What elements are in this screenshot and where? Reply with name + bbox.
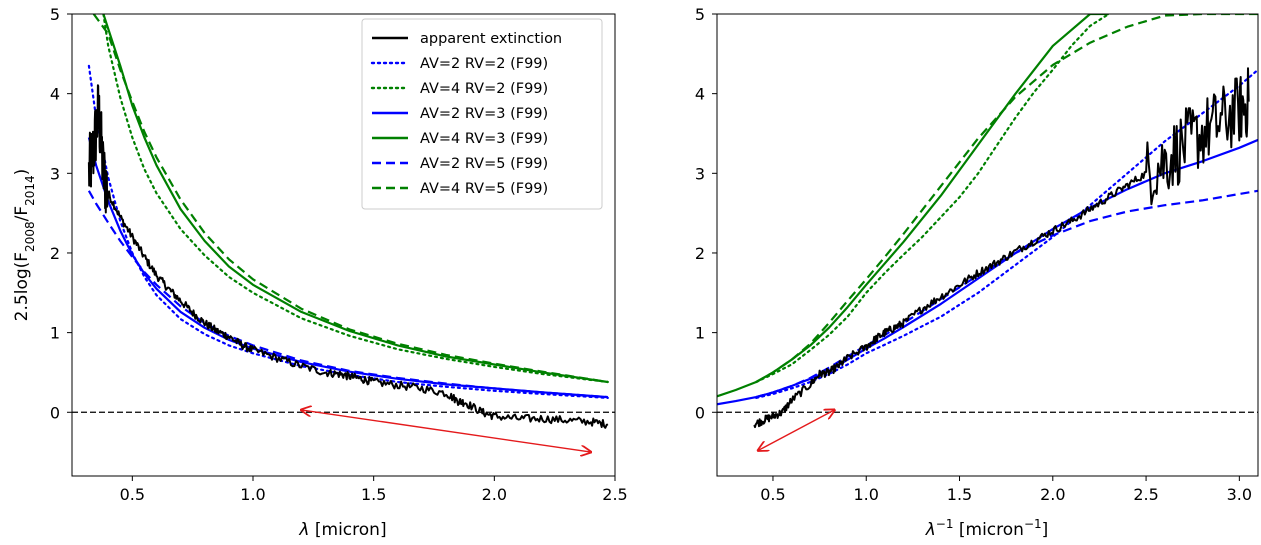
right-x-tick-label: 1.0 [854, 485, 879, 504]
left-x-tick-label: 0.5 [120, 485, 145, 504]
right-x-tick-label: 2.0 [1040, 485, 1065, 504]
legend-label: AV=2 RV=5 (F99) [420, 156, 548, 172]
right-arrow [758, 410, 834, 451]
right-y-tick-label: 0 [695, 403, 705, 422]
right-x-axis-close: ] [1042, 520, 1049, 540]
right-ticks-layer: 0.5 1.0 1.5 2.0 2.5 3.0 0 1 2 3 4 5 [695, 5, 1252, 504]
left-y-tick-label: 3 [50, 164, 60, 183]
left-y-tick-label: 1 [50, 324, 60, 343]
right-x-axis-lambda: λ [925, 520, 936, 540]
left-series-av-4-rv-5-f99 [92, 14, 608, 384]
right-arrow-layer [758, 410, 834, 451]
left-series-av-4-rv-2-f99 [102, 14, 609, 384]
y-axis-title-post: ) [12, 169, 32, 176]
right-x-axis-unit-exp: −1 [1024, 517, 1042, 531]
left-y-tick-label: 4 [50, 85, 60, 104]
left-x-tick-label: 1.5 [361, 485, 386, 504]
left-x-tick-label: 1.0 [240, 485, 265, 504]
right-x-axis-title: λ−1 [micron−1] [925, 517, 1049, 540]
left-y-tick-label: 2 [50, 244, 60, 263]
left-series-av-4-rv-3-f99 [102, 14, 608, 384]
left-x-tick-label: 2.0 [482, 485, 507, 504]
right-y-tick-label: 1 [695, 324, 705, 343]
left-x-axis-lambda: λ [298, 520, 309, 540]
left-y-tick-label: 0 [50, 403, 60, 422]
right-y-tick-label: 4 [695, 85, 705, 104]
y-axis-title-pre: 2.5log(F [12, 252, 32, 321]
left-panel: 0.5 1.0 1.5 2.0 2.5 0 1 2 3 4 5 λ [micron] 2.5log(… [12, 5, 628, 540]
legend: apparent extinction AV=2 RV=2 (F99) AV=4 R… [361, 18, 603, 210]
right-x-tick-label: 1.5 [947, 485, 972, 504]
legend-label: AV=2 RV=2 (F99) [420, 56, 548, 72]
right-x-axis-unit: [micron [953, 520, 1023, 540]
right-series-av-4-rv-5-f99 [755, 14, 1258, 383]
right-y-tick-label: 5 [695, 5, 705, 24]
right-y-tick-label: 2 [695, 244, 705, 263]
left-x-tick-label: 2.5 [602, 485, 627, 504]
left-x-axis-title: λ [micron] [298, 520, 386, 540]
left-arrow [301, 410, 591, 452]
y-axis-title: 2.5log(F2008/F2014) [12, 169, 37, 322]
left-x-axis-unit: [micron] [309, 520, 386, 540]
legend-label: AV=2 RV=3 (F99) [420, 106, 548, 122]
y-axis-title-sub1: 2008 [23, 221, 37, 252]
left-arrow-layer [301, 410, 591, 452]
right-y-tick-label: 3 [695, 164, 705, 183]
legend-label: AV=4 RV=5 (F99) [420, 181, 548, 197]
legend-label: AV=4 RV=3 (F99) [420, 131, 548, 147]
right-series-apparent-extinction [753, 67, 1250, 429]
right-series-av-4-rv-3-f99 [717, 14, 1109, 398]
right-x-tick-label: 0.5 [760, 485, 785, 504]
right-series-av-2-rv-2-f99 [755, 68, 1258, 399]
legend-label: apparent extinction [420, 31, 562, 47]
right-x-tick-label: 2.5 [1133, 485, 1158, 504]
right-series-av-4-rv-2-f99 [755, 14, 1110, 384]
right-x-axis-exp: −1 [936, 517, 954, 531]
right-axes-frame [716, 13, 1259, 477]
legend-entries: apparent extinction AV=2 RV=2 (F99) AV=4 R… [370, 31, 562, 197]
legend-label: AV=4 RV=2 (F99) [420, 81, 548, 97]
left-y-tick-label: 5 [50, 5, 60, 24]
y-axis-title-sub2: 2014 [23, 175, 37, 206]
left-series-layer [72, 14, 615, 429]
left-axes-frame [71, 13, 616, 477]
left-ticks-layer: 0.5 1.0 1.5 2.0 2.5 0 1 2 3 4 5 [50, 5, 628, 504]
legend-box [361, 18, 603, 210]
left-series-av-2-rv-5-f99 [87, 190, 608, 399]
right-x-tick-label: 3.0 [1227, 485, 1252, 504]
y-axis-title-mid: /F [12, 206, 32, 222]
right-series-layer [717, 14, 1258, 429]
